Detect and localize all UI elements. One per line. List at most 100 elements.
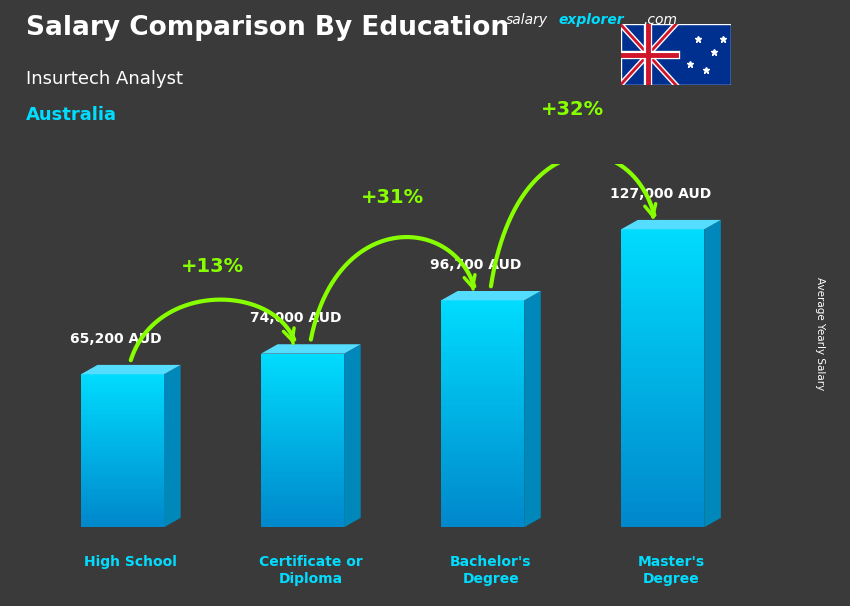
Polygon shape <box>441 301 524 304</box>
Polygon shape <box>441 365 524 368</box>
Polygon shape <box>441 451 524 455</box>
Polygon shape <box>261 359 344 362</box>
Polygon shape <box>261 362 344 365</box>
Text: Certificate or
Diploma: Certificate or Diploma <box>259 555 363 585</box>
Polygon shape <box>261 371 344 374</box>
Polygon shape <box>261 478 344 481</box>
Polygon shape <box>261 487 344 490</box>
Polygon shape <box>261 380 344 382</box>
Polygon shape <box>261 408 344 411</box>
Polygon shape <box>81 464 164 466</box>
Polygon shape <box>441 406 524 410</box>
Polygon shape <box>81 365 181 375</box>
Polygon shape <box>81 448 164 451</box>
Text: 127,000 AUD: 127,000 AUD <box>610 187 711 201</box>
Polygon shape <box>81 489 164 491</box>
Polygon shape <box>261 461 344 464</box>
Polygon shape <box>81 456 164 458</box>
Polygon shape <box>441 327 524 331</box>
Polygon shape <box>441 323 524 327</box>
Text: Salary Comparison By Education: Salary Comparison By Education <box>26 15 508 41</box>
Polygon shape <box>81 512 164 514</box>
Polygon shape <box>81 428 164 430</box>
Polygon shape <box>621 443 705 448</box>
Polygon shape <box>621 229 705 235</box>
Polygon shape <box>261 418 344 420</box>
Polygon shape <box>81 471 164 474</box>
Polygon shape <box>621 478 705 482</box>
Polygon shape <box>81 384 164 387</box>
Polygon shape <box>261 475 344 478</box>
Polygon shape <box>81 375 164 377</box>
Polygon shape <box>524 291 541 527</box>
Polygon shape <box>441 346 524 350</box>
Polygon shape <box>621 462 705 468</box>
Polygon shape <box>81 461 164 464</box>
Polygon shape <box>621 473 705 478</box>
Polygon shape <box>621 403 705 408</box>
Polygon shape <box>261 481 344 484</box>
Polygon shape <box>441 380 524 384</box>
Polygon shape <box>441 414 524 418</box>
Polygon shape <box>441 505 524 508</box>
Polygon shape <box>261 411 344 415</box>
Polygon shape <box>81 525 164 527</box>
Polygon shape <box>261 382 344 385</box>
Polygon shape <box>261 493 344 495</box>
Polygon shape <box>441 418 524 421</box>
Polygon shape <box>261 374 344 377</box>
Polygon shape <box>621 348 705 353</box>
Polygon shape <box>441 516 524 520</box>
Polygon shape <box>81 451 164 453</box>
Polygon shape <box>621 220 721 229</box>
Polygon shape <box>621 364 705 368</box>
Polygon shape <box>261 405 344 408</box>
Polygon shape <box>441 497 524 501</box>
Polygon shape <box>621 453 705 458</box>
Text: Australia: Australia <box>26 106 116 124</box>
Polygon shape <box>441 342 524 346</box>
Polygon shape <box>81 407 164 410</box>
Polygon shape <box>441 490 524 493</box>
Polygon shape <box>261 472 344 475</box>
Polygon shape <box>81 476 164 479</box>
Polygon shape <box>81 420 164 423</box>
Polygon shape <box>81 499 164 502</box>
Polygon shape <box>81 479 164 481</box>
Polygon shape <box>81 438 164 441</box>
Polygon shape <box>441 433 524 436</box>
Polygon shape <box>441 291 541 301</box>
Polygon shape <box>621 507 705 512</box>
Polygon shape <box>81 466 164 468</box>
Polygon shape <box>261 516 344 519</box>
Polygon shape <box>81 405 164 407</box>
Polygon shape <box>81 436 164 438</box>
Polygon shape <box>261 495 344 498</box>
Polygon shape <box>621 254 705 259</box>
Polygon shape <box>621 244 705 249</box>
Polygon shape <box>261 344 360 354</box>
Polygon shape <box>261 524 344 527</box>
Polygon shape <box>441 478 524 482</box>
Polygon shape <box>261 504 344 507</box>
Polygon shape <box>621 433 705 438</box>
Polygon shape <box>261 446 344 449</box>
Polygon shape <box>81 510 164 512</box>
Polygon shape <box>81 415 164 418</box>
Polygon shape <box>621 333 705 339</box>
Polygon shape <box>441 520 524 524</box>
Text: Master's
Degree: Master's Degree <box>638 555 705 585</box>
Polygon shape <box>81 397 164 400</box>
Polygon shape <box>261 397 344 400</box>
Polygon shape <box>441 421 524 425</box>
Polygon shape <box>81 402 164 405</box>
Polygon shape <box>164 365 181 527</box>
Polygon shape <box>81 395 164 397</box>
Polygon shape <box>81 443 164 445</box>
Polygon shape <box>621 358 705 364</box>
Polygon shape <box>261 420 344 423</box>
Polygon shape <box>81 410 164 413</box>
Polygon shape <box>621 239 705 244</box>
Text: 65,200 AUD: 65,200 AUD <box>70 332 162 346</box>
Polygon shape <box>621 328 705 333</box>
